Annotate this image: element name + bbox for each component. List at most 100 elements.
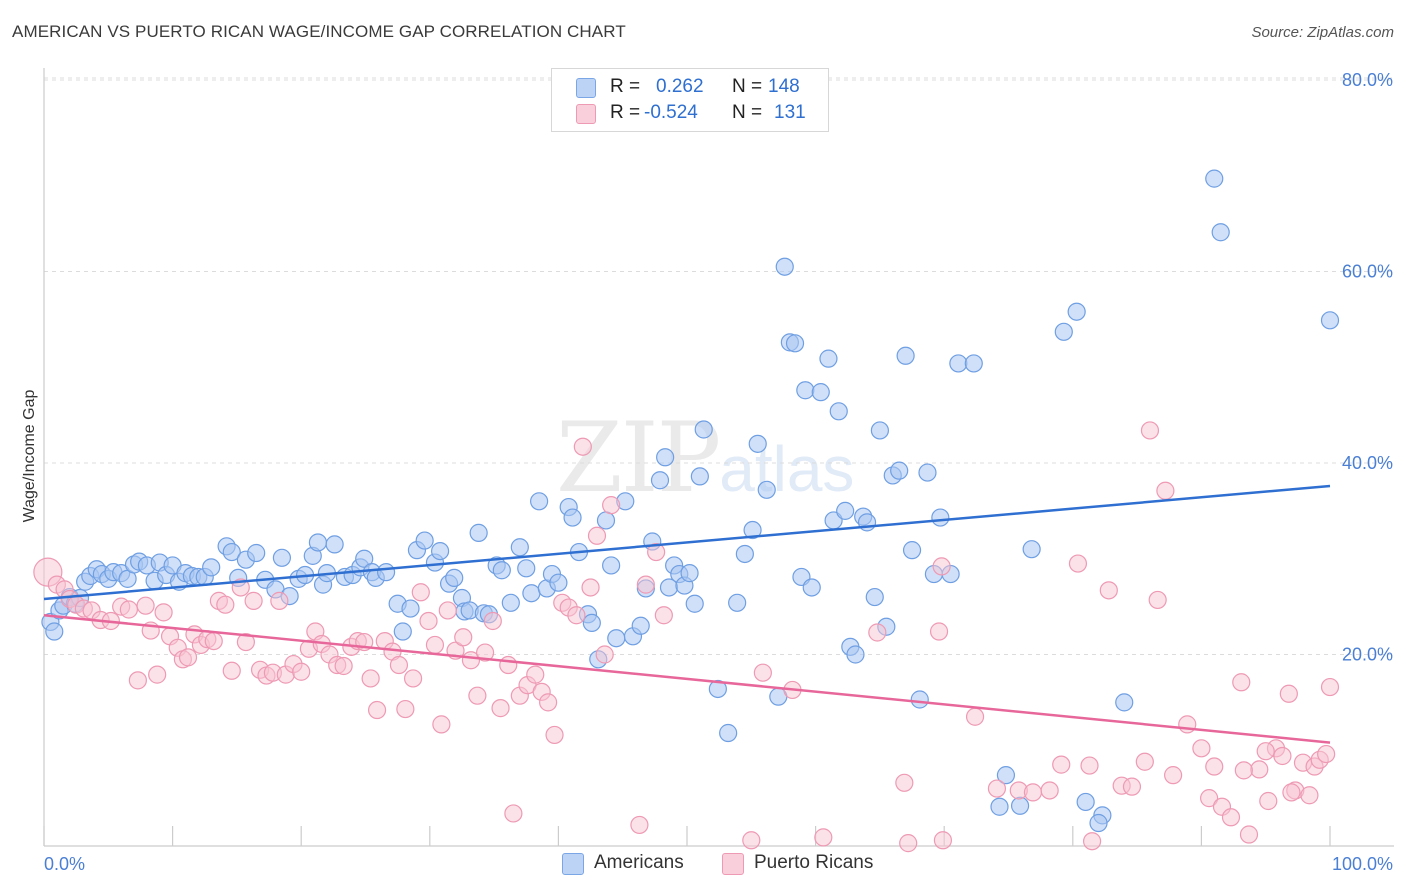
americans-point <box>890 461 909 480</box>
puerto-ricans-point <box>545 725 564 745</box>
americans-point <box>1205 169 1224 188</box>
americans-point <box>582 613 601 633</box>
legend-n-value: 148 <box>768 76 800 97</box>
puerto-ricans-point <box>244 591 263 610</box>
puerto-ricans-point <box>1156 481 1175 500</box>
legend-r-value: 0.262 <box>656 76 704 97</box>
puerto-ricans-point <box>1192 739 1211 758</box>
puerto-ricans-point <box>647 542 666 562</box>
puerto-ricans-point <box>581 578 600 597</box>
puerto-ricans-point <box>1205 757 1224 776</box>
americans-point <box>445 568 464 588</box>
puerto-ricans-point <box>178 648 198 667</box>
americans-point <box>708 679 727 699</box>
americans-point <box>757 480 776 499</box>
legend-r-label: R = <box>610 102 641 123</box>
americans-point <box>202 558 221 577</box>
puerto-ricans-point <box>504 804 523 823</box>
americans-point <box>896 346 915 365</box>
puerto-ricans-point <box>1320 677 1340 697</box>
americans-point <box>819 349 838 368</box>
americans-point <box>728 593 747 612</box>
americans-point <box>1022 540 1041 559</box>
x-tick-label: 100.0% <box>1332 854 1393 874</box>
americans-point <box>607 629 626 648</box>
americans-point <box>530 492 549 511</box>
americans-point <box>690 467 709 486</box>
americans-point <box>1076 792 1095 812</box>
puerto-ricans-legend-swatch <box>722 853 744 875</box>
y-tick-label: 20.0% <box>1342 645 1393 665</box>
americans-legend-label: Americans <box>594 852 684 873</box>
puerto-ricans-point <box>1250 760 1269 779</box>
legend-n-label: N = <box>732 76 763 97</box>
puerto-ricans-point <box>1178 715 1197 734</box>
x-tick-label: 0.0% <box>44 854 85 874</box>
y-tick-label: 80.0% <box>1342 70 1393 90</box>
americans-point <box>501 593 520 612</box>
puerto-ricans-point <box>1282 783 1301 802</box>
americans-point <box>735 544 754 564</box>
americans-point <box>247 543 266 563</box>
americans-point <box>222 542 241 562</box>
puerto-ricans-point <box>742 831 761 850</box>
y-tick-label: 40.0% <box>1342 453 1393 473</box>
legend-n-value: 131 <box>774 102 806 123</box>
puerto-ricans-point <box>216 595 235 614</box>
americans-point <box>719 723 738 743</box>
puerto-ricans-point <box>1256 742 1275 761</box>
puerto-ricans-point <box>411 583 430 602</box>
puerto-ricans-points <box>33 421 1340 853</box>
puerto-ricans-point <box>1259 791 1278 811</box>
puerto-ricans-point <box>119 600 138 619</box>
americans-point <box>680 564 699 583</box>
puerto-ricans-point <box>899 834 918 853</box>
americans-point <box>964 354 983 373</box>
americans-point <box>1320 311 1340 330</box>
americans-point <box>602 556 621 575</box>
puerto-ricans-point <box>425 635 445 655</box>
puerto-ricans-point <box>367 700 387 720</box>
puerto-ricans-point <box>895 773 914 792</box>
puerto-ricans-point <box>1164 766 1183 785</box>
americans-point <box>510 538 529 557</box>
americans-point <box>517 559 536 578</box>
puerto-ricans-point <box>587 526 607 545</box>
americans-point <box>802 578 821 597</box>
americans-point <box>996 766 1016 785</box>
puerto-ricans-point <box>1221 808 1241 827</box>
watermark-zip: ZIP <box>556 402 721 514</box>
americans-point <box>656 448 675 467</box>
puerto-ricans-point <box>1200 789 1219 808</box>
puerto-ricans-point <box>1052 755 1071 774</box>
puerto-ricans-point <box>1300 786 1319 805</box>
puerto-ricans-swatch <box>576 104 596 124</box>
americans-point <box>631 616 650 635</box>
americans-point <box>694 420 713 439</box>
puerto-ricans-point <box>1082 832 1102 851</box>
puerto-ricans-point <box>573 437 592 456</box>
puerto-ricans-point <box>1140 421 1160 440</box>
puerto-ricans-point <box>475 643 495 662</box>
americans-point <box>748 434 767 453</box>
americans-point <box>522 584 541 603</box>
puerto-ricans-point <box>432 715 451 734</box>
americans-point <box>1115 693 1134 712</box>
americans-point <box>902 541 922 560</box>
americans-point <box>949 354 968 373</box>
americans-trend-line <box>43 484 1331 601</box>
puerto-ricans-point <box>654 606 673 625</box>
puerto-ricans-point <box>154 603 173 622</box>
puerto-ricans-point <box>361 669 380 688</box>
americans-point <box>685 594 704 613</box>
puerto-ricans-trend-line <box>43 613 1331 744</box>
americans-point <box>1089 813 1108 833</box>
puerto-ricans-point <box>933 831 953 850</box>
americans-point <box>918 463 937 482</box>
americans-point <box>415 531 434 550</box>
americans-point <box>775 257 794 276</box>
puerto-ricans-point <box>292 662 311 681</box>
watermark-atlas: atlas <box>719 433 855 505</box>
puerto-ricans-point <box>636 575 655 594</box>
